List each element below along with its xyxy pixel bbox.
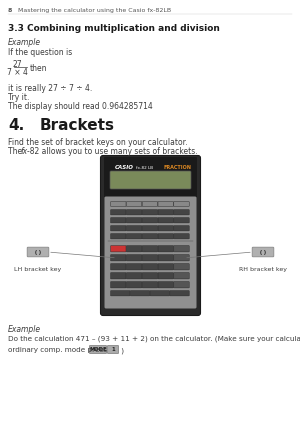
FancyBboxPatch shape [158,226,173,231]
FancyBboxPatch shape [174,201,189,207]
Text: fx: fx [20,147,27,156]
FancyBboxPatch shape [126,272,142,279]
Text: -82 allows you to use many sets of brackets.: -82 allows you to use many sets of brack… [27,147,198,156]
FancyBboxPatch shape [111,201,126,207]
FancyBboxPatch shape [111,234,126,239]
FancyBboxPatch shape [107,346,118,354]
Text: The display should read 0.964285714: The display should read 0.964285714 [8,102,153,111]
Text: FRACTION: FRACTION [163,165,191,170]
Text: 3.3 Combining multiplication and division: 3.3 Combining multiplication and divisio… [8,24,220,33]
FancyBboxPatch shape [158,255,173,261]
FancyBboxPatch shape [174,246,189,252]
Text: The: The [8,147,25,156]
FancyBboxPatch shape [158,234,173,239]
FancyBboxPatch shape [126,282,142,288]
Text: Try it.: Try it. [8,93,29,102]
FancyBboxPatch shape [158,272,173,279]
FancyBboxPatch shape [130,291,150,296]
FancyBboxPatch shape [111,255,126,261]
FancyBboxPatch shape [111,282,126,288]
FancyBboxPatch shape [111,264,126,270]
FancyBboxPatch shape [126,234,142,239]
FancyBboxPatch shape [174,282,189,288]
Text: 4.: 4. [8,118,24,133]
FancyBboxPatch shape [111,272,126,279]
Text: then: then [30,64,47,73]
FancyBboxPatch shape [126,246,142,252]
FancyBboxPatch shape [174,218,189,223]
FancyBboxPatch shape [142,282,158,288]
FancyBboxPatch shape [126,264,142,270]
Text: ): ) [119,347,124,354]
Text: Do the calculation 471 – (93 + 11 + 2) on the calculator. (Make sure your calcul: Do the calculation 471 – (93 + 11 + 2) o… [8,336,300,343]
Text: Example: Example [8,325,41,334]
FancyBboxPatch shape [142,210,158,215]
FancyBboxPatch shape [111,210,126,215]
FancyBboxPatch shape [158,246,173,252]
FancyBboxPatch shape [158,210,173,215]
Text: 27: 27 [12,60,22,69]
Text: 1: 1 [111,347,115,352]
FancyBboxPatch shape [126,255,142,261]
FancyBboxPatch shape [142,226,158,231]
FancyBboxPatch shape [158,264,173,270]
FancyBboxPatch shape [126,218,142,223]
FancyBboxPatch shape [142,234,158,239]
FancyBboxPatch shape [174,210,189,215]
Text: LH bracket key: LH bracket key [14,267,61,272]
FancyBboxPatch shape [170,291,189,296]
FancyBboxPatch shape [104,196,196,309]
FancyBboxPatch shape [142,201,158,207]
FancyBboxPatch shape [174,234,189,239]
FancyBboxPatch shape [158,201,173,207]
FancyBboxPatch shape [142,264,158,270]
Text: it is really 27 ÷ 7 ÷ 4.: it is really 27 ÷ 7 ÷ 4. [8,84,92,93]
Text: ( ): ( ) [260,249,266,255]
FancyBboxPatch shape [126,210,142,215]
FancyBboxPatch shape [158,282,173,288]
Text: Example: Example [8,38,41,47]
FancyBboxPatch shape [142,218,158,223]
FancyBboxPatch shape [174,226,189,231]
FancyBboxPatch shape [174,272,189,279]
Text: MODE: MODE [89,347,107,352]
Text: Mastering the calculator using the Casio fx-82LB: Mastering the calculator using the Casio… [18,8,171,13]
FancyBboxPatch shape [126,226,142,231]
Text: ( ): ( ) [35,249,41,255]
FancyBboxPatch shape [150,291,170,296]
Text: Find the set of bracket keys on your calculator.: Find the set of bracket keys on your cal… [8,138,188,147]
Text: fx-82 LB: fx-82 LB [136,166,153,170]
FancyBboxPatch shape [27,247,49,257]
Text: CASIO: CASIO [115,165,134,170]
FancyBboxPatch shape [111,226,126,231]
FancyBboxPatch shape [142,255,158,261]
FancyBboxPatch shape [158,218,173,223]
FancyBboxPatch shape [111,291,130,296]
FancyBboxPatch shape [89,346,106,354]
FancyBboxPatch shape [110,171,191,189]
Text: 8: 8 [8,8,12,13]
FancyBboxPatch shape [111,218,126,223]
FancyBboxPatch shape [126,201,142,207]
Text: RH bracket key: RH bracket key [239,267,287,272]
FancyBboxPatch shape [252,247,274,257]
FancyBboxPatch shape [104,157,197,197]
FancyBboxPatch shape [100,156,200,315]
FancyBboxPatch shape [174,255,189,261]
FancyBboxPatch shape [142,246,158,252]
FancyBboxPatch shape [142,272,158,279]
Text: Brackets: Brackets [40,118,115,133]
FancyBboxPatch shape [111,246,126,252]
FancyBboxPatch shape [174,264,189,270]
Text: ordinary comp. mode press: ordinary comp. mode press [8,347,109,353]
Text: 7 × 4: 7 × 4 [7,68,27,77]
Text: If the question is: If the question is [8,48,72,57]
